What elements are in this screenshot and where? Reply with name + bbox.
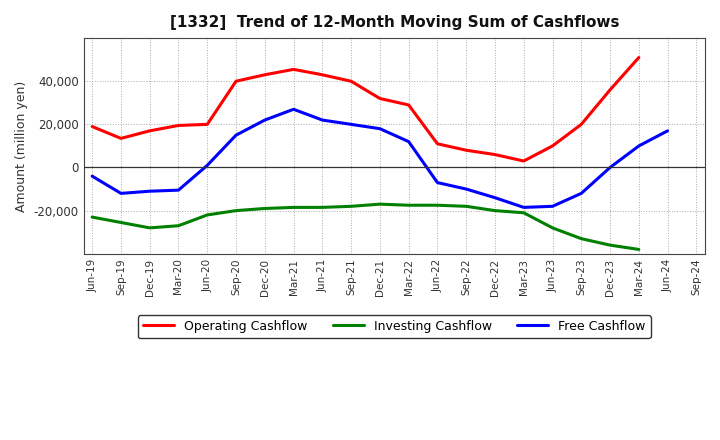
Free Cashflow xyxy=(261,117,269,123)
Investing Cashflow xyxy=(232,208,240,213)
Line: Operating Cashflow: Operating Cashflow xyxy=(92,58,639,161)
Operating Cashflow xyxy=(433,141,442,147)
Free Cashflow xyxy=(376,126,384,131)
Operating Cashflow xyxy=(145,128,154,133)
Investing Cashflow xyxy=(174,223,183,228)
Investing Cashflow xyxy=(376,202,384,207)
Free Cashflow xyxy=(88,173,96,179)
Line: Investing Cashflow: Investing Cashflow xyxy=(92,204,639,249)
Operating Cashflow xyxy=(117,136,125,141)
Investing Cashflow xyxy=(577,236,585,241)
Free Cashflow xyxy=(203,163,212,168)
Operating Cashflow xyxy=(232,79,240,84)
Free Cashflow xyxy=(462,187,470,192)
Free Cashflow xyxy=(145,189,154,194)
Investing Cashflow xyxy=(289,205,298,210)
Operating Cashflow xyxy=(289,67,298,72)
Line: Free Cashflow: Free Cashflow xyxy=(92,109,667,207)
Free Cashflow xyxy=(634,143,643,149)
Free Cashflow xyxy=(433,180,442,185)
Y-axis label: Amount (million yen): Amount (million yen) xyxy=(15,81,28,212)
Free Cashflow xyxy=(490,195,499,200)
Investing Cashflow xyxy=(261,206,269,211)
Operating Cashflow xyxy=(203,122,212,127)
Free Cashflow xyxy=(232,132,240,138)
Free Cashflow xyxy=(519,205,528,210)
Investing Cashflow xyxy=(203,212,212,217)
Operating Cashflow xyxy=(519,158,528,164)
Free Cashflow xyxy=(117,191,125,196)
Free Cashflow xyxy=(663,128,672,133)
Operating Cashflow xyxy=(606,87,614,92)
Free Cashflow xyxy=(347,122,356,127)
Investing Cashflow xyxy=(347,204,356,209)
Operating Cashflow xyxy=(548,143,557,149)
Operating Cashflow xyxy=(577,122,585,127)
Free Cashflow xyxy=(548,204,557,209)
Free Cashflow xyxy=(289,106,298,112)
Investing Cashflow xyxy=(519,210,528,216)
Operating Cashflow xyxy=(462,147,470,153)
Operating Cashflow xyxy=(261,72,269,77)
Free Cashflow xyxy=(318,117,327,123)
Investing Cashflow xyxy=(606,242,614,248)
Investing Cashflow xyxy=(405,202,413,208)
Title: [1332]  Trend of 12-Month Moving Sum of Cashflows: [1332] Trend of 12-Month Moving Sum of C… xyxy=(169,15,619,30)
Investing Cashflow xyxy=(548,225,557,231)
Operating Cashflow xyxy=(347,79,356,84)
Free Cashflow xyxy=(577,191,585,196)
Free Cashflow xyxy=(606,165,614,170)
Operating Cashflow xyxy=(88,124,96,129)
Investing Cashflow xyxy=(318,205,327,210)
Free Cashflow xyxy=(174,187,183,193)
Operating Cashflow xyxy=(405,103,413,108)
Operating Cashflow xyxy=(318,72,327,77)
Operating Cashflow xyxy=(634,55,643,60)
Investing Cashflow xyxy=(145,225,154,231)
Investing Cashflow xyxy=(117,220,125,225)
Operating Cashflow xyxy=(376,96,384,101)
Investing Cashflow xyxy=(634,247,643,252)
Legend: Operating Cashflow, Investing Cashflow, Free Cashflow: Operating Cashflow, Investing Cashflow, … xyxy=(138,315,651,338)
Operating Cashflow xyxy=(490,152,499,157)
Investing Cashflow xyxy=(462,204,470,209)
Investing Cashflow xyxy=(88,214,96,220)
Operating Cashflow xyxy=(174,123,183,128)
Investing Cashflow xyxy=(433,202,442,208)
Free Cashflow xyxy=(405,139,413,144)
Investing Cashflow xyxy=(490,208,499,213)
